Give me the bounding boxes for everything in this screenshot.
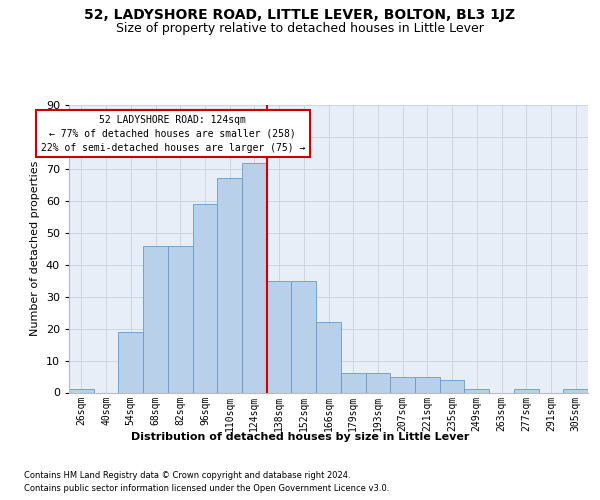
Text: Size of property relative to detached houses in Little Lever: Size of property relative to detached ho…	[116, 22, 484, 35]
Bar	[168, 246, 193, 392]
Bar	[415, 376, 440, 392]
Bar	[390, 376, 415, 392]
Bar	[143, 246, 168, 392]
Bar	[193, 204, 217, 392]
Bar	[440, 380, 464, 392]
Text: Distribution of detached houses by size in Little Lever: Distribution of detached houses by size …	[131, 432, 469, 442]
Bar	[316, 322, 341, 392]
Bar	[563, 390, 588, 392]
Bar	[464, 390, 489, 392]
Text: Contains public sector information licensed under the Open Government Licence v3: Contains public sector information licen…	[24, 484, 389, 493]
Bar	[514, 390, 539, 392]
Bar	[267, 280, 292, 392]
Bar	[118, 332, 143, 392]
Text: Contains HM Land Registry data © Crown copyright and database right 2024.: Contains HM Land Registry data © Crown c…	[24, 471, 350, 480]
Text: 52 LADYSHORE ROAD: 124sqm
← 77% of detached houses are smaller (258)
22% of semi: 52 LADYSHORE ROAD: 124sqm ← 77% of detac…	[41, 114, 305, 152]
Bar	[242, 162, 267, 392]
Y-axis label: Number of detached properties: Number of detached properties	[30, 161, 40, 336]
Bar	[217, 178, 242, 392]
Bar	[292, 280, 316, 392]
Bar	[341, 374, 365, 392]
Text: 52, LADYSHORE ROAD, LITTLE LEVER, BOLTON, BL3 1JZ: 52, LADYSHORE ROAD, LITTLE LEVER, BOLTON…	[85, 8, 515, 22]
Bar	[69, 390, 94, 392]
Bar	[365, 374, 390, 392]
